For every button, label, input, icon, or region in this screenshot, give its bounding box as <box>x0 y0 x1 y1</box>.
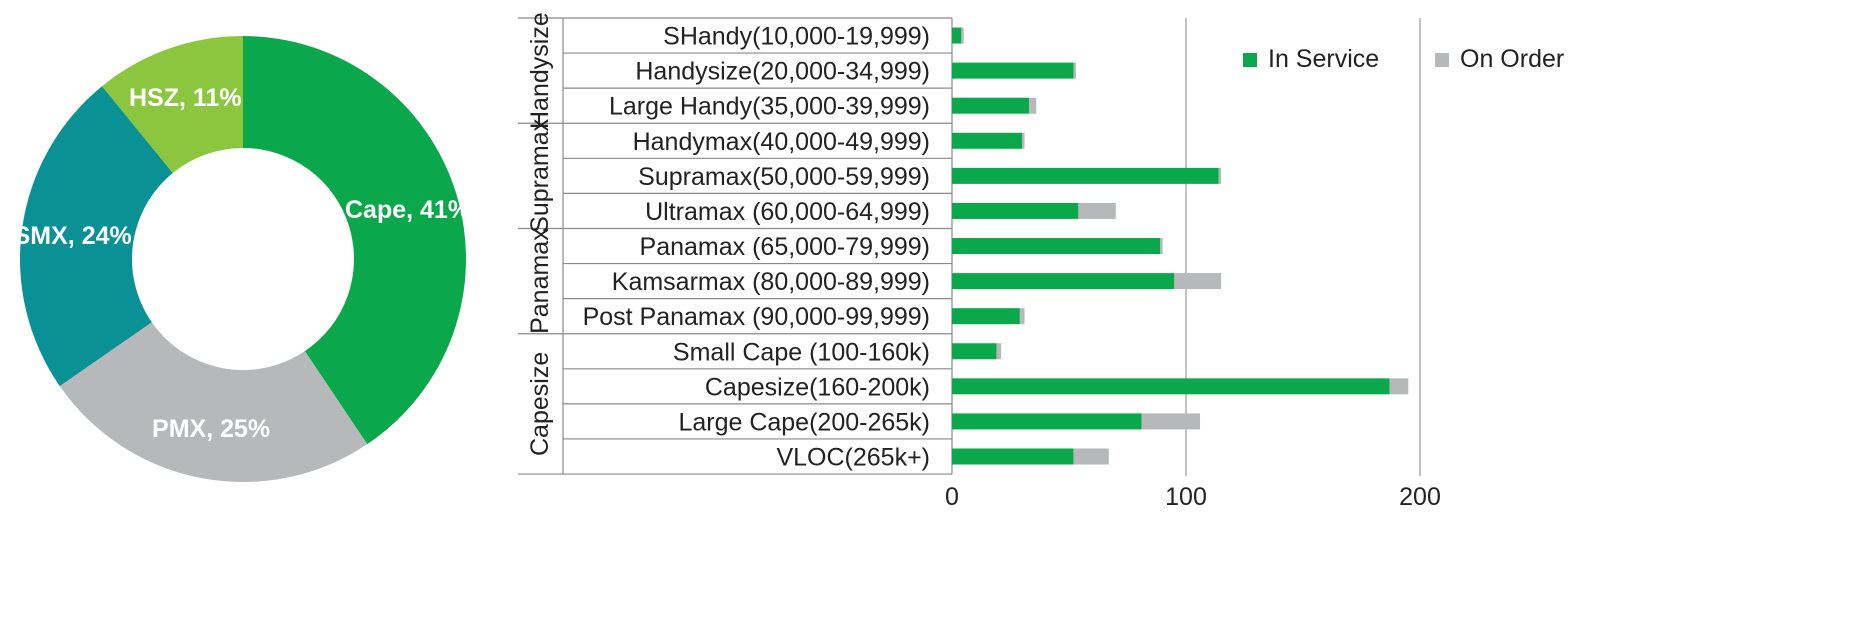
bar-in-service-1 <box>952 62 1074 79</box>
bar-on-order-9 <box>996 343 1002 360</box>
category-label: Large Cape(200-265k) <box>678 408 930 436</box>
bar-on-order-12 <box>1073 448 1109 465</box>
legend-label-on-order: On Order <box>1460 45 1564 73</box>
bar-in-service-5 <box>952 202 1079 219</box>
donut-slice-label: Cape, 41% <box>345 196 470 224</box>
bar-in-service-8 <box>952 308 1020 325</box>
bar-on-order-2 <box>1029 97 1037 114</box>
category-label: Capesize(160-200k) <box>705 373 930 401</box>
bar-on-order-0 <box>961 27 964 44</box>
donut-slice-label: SMX, 24% <box>14 222 132 250</box>
category-label: Post Panamax (90,000-99,999) <box>583 303 930 331</box>
category-label: Small Cape (100-160k) <box>673 338 930 366</box>
group-label-panamax: Panamax <box>526 228 554 334</box>
bar-on-order-4 <box>1218 167 1222 184</box>
x-tick-label: 0 <box>945 483 959 511</box>
bar-in-service-7 <box>952 273 1175 290</box>
bar-in-service-9 <box>952 343 997 360</box>
bar-in-service-3 <box>952 132 1023 149</box>
category-label: Large Handy(35,000-39,999) <box>609 93 930 121</box>
group-label-handysize: Handysize <box>526 12 554 129</box>
bar-in-service-2 <box>952 97 1030 114</box>
legend-swatch-in-service <box>1243 53 1257 67</box>
bar-in-service-0 <box>952 27 962 44</box>
category-label: Ultramax (60,000-64,999) <box>645 198 930 226</box>
donut-slice-smx <box>20 86 173 387</box>
category-label: Supramax(50,000-59,999) <box>638 163 930 191</box>
x-tick-label: 200 <box>1399 483 1441 511</box>
donut-slice-label: HSZ, 11% <box>129 84 242 112</box>
category-label: Kamsarmax (80,000-89,999) <box>612 268 930 296</box>
bar-on-order-1 <box>1073 62 1077 79</box>
bar-in-service-4 <box>952 167 1219 184</box>
bar-on-order-10 <box>1389 378 1409 395</box>
legend-swatch-on-order <box>1435 53 1449 67</box>
category-label: Handysize(20,000-34,999) <box>635 58 930 86</box>
category-label: Panamax (65,000-79,999) <box>640 233 930 261</box>
donut-slice-label: PMX, 25% <box>152 415 270 443</box>
group-label-capesize: Capesize <box>526 352 554 456</box>
bar-on-order-7 <box>1174 273 1222 290</box>
donut-slice-hsz <box>102 36 244 173</box>
bar-on-order-11 <box>1141 413 1201 430</box>
category-label: Handymax(40,000-49,999) <box>633 128 930 156</box>
bar-in-service-11 <box>952 413 1142 430</box>
donut-slice-pmx <box>59 322 368 483</box>
group-label-supramax: Supramax <box>526 118 554 232</box>
legend-label-in-service: In Service <box>1268 45 1379 73</box>
bar-on-order-3 <box>1022 132 1025 149</box>
donut-chart: Cape, 41% PMX, 25% SMX, 24% HSZ, 11% <box>14 36 470 483</box>
x-tick-label: 100 <box>1165 483 1207 511</box>
bar-on-order-8 <box>1019 308 1025 325</box>
bar-in-service-6 <box>952 238 1161 255</box>
bar-on-order-5 <box>1078 202 1116 219</box>
bar-in-service-10 <box>952 378 1390 395</box>
bar-on-order-6 <box>1160 238 1163 255</box>
category-label: VLOC(265k+) <box>776 444 930 472</box>
category-label: SHandy(10,000-19,999) <box>663 23 930 51</box>
donut-slice-cape <box>243 36 467 445</box>
bar-in-service-12 <box>952 448 1074 465</box>
